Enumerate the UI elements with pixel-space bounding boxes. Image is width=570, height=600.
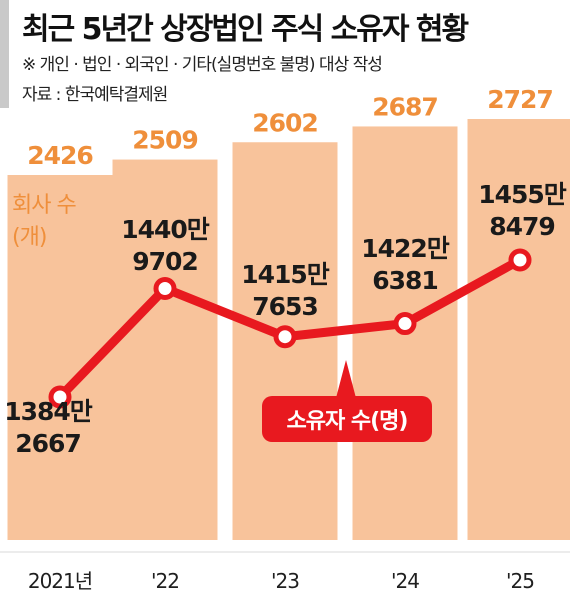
bar-value-label: 2509: [132, 126, 198, 155]
chart-title: 최근 5년간 상장법인 주식 소유자 현황: [22, 12, 469, 47]
bar: [467, 119, 570, 540]
line-legend-box: [262, 396, 432, 442]
bar-series-name: 회사 수: [12, 193, 76, 218]
line-value-label: 1384만: [4, 397, 93, 426]
bar-value-label: 2687: [372, 92, 438, 121]
bar-value-label: 2426: [27, 141, 93, 170]
legend-pointer: [336, 360, 356, 398]
line-value-label: 1455만: [478, 180, 567, 209]
bar-value-label: 2602: [252, 108, 318, 137]
line-value-label: 1440만: [121, 215, 210, 244]
line-value-label: 9702: [132, 247, 198, 276]
line-value-label: 6381: [372, 266, 438, 295]
line-point: [393, 312, 417, 336]
line-point: [273, 325, 297, 349]
chart-note: ※ 개인 · 법인 · 외국인 · 기타(실명번호 불명) 대상 작성: [22, 55, 383, 75]
x-tick-label: '23: [271, 569, 299, 593]
x-tick-label: '25: [506, 569, 534, 593]
x-tick-label: '22: [151, 569, 179, 593]
line-value-label: 8479: [489, 212, 555, 241]
line-value-label: 1415만: [241, 260, 330, 289]
chart-source: 자료 : 한국예탁결제원: [22, 85, 168, 105]
x-tick-label: '24: [391, 569, 419, 593]
title-accent-bar: [0, 0, 9, 108]
x-tick-label: 2021년: [28, 569, 92, 593]
line-point: [153, 276, 177, 300]
line-point: [48, 385, 72, 409]
line-point: [508, 248, 532, 272]
line-value-label: 2667: [15, 429, 81, 458]
bar-series-name: (개): [12, 225, 46, 250]
line-legend-label: 소유자 수(명): [287, 409, 408, 434]
line-value-label: 7653: [252, 292, 318, 321]
bar-value-label: 2727: [487, 85, 553, 114]
line-value-label: 1422만: [361, 234, 450, 263]
bar: [112, 159, 218, 540]
